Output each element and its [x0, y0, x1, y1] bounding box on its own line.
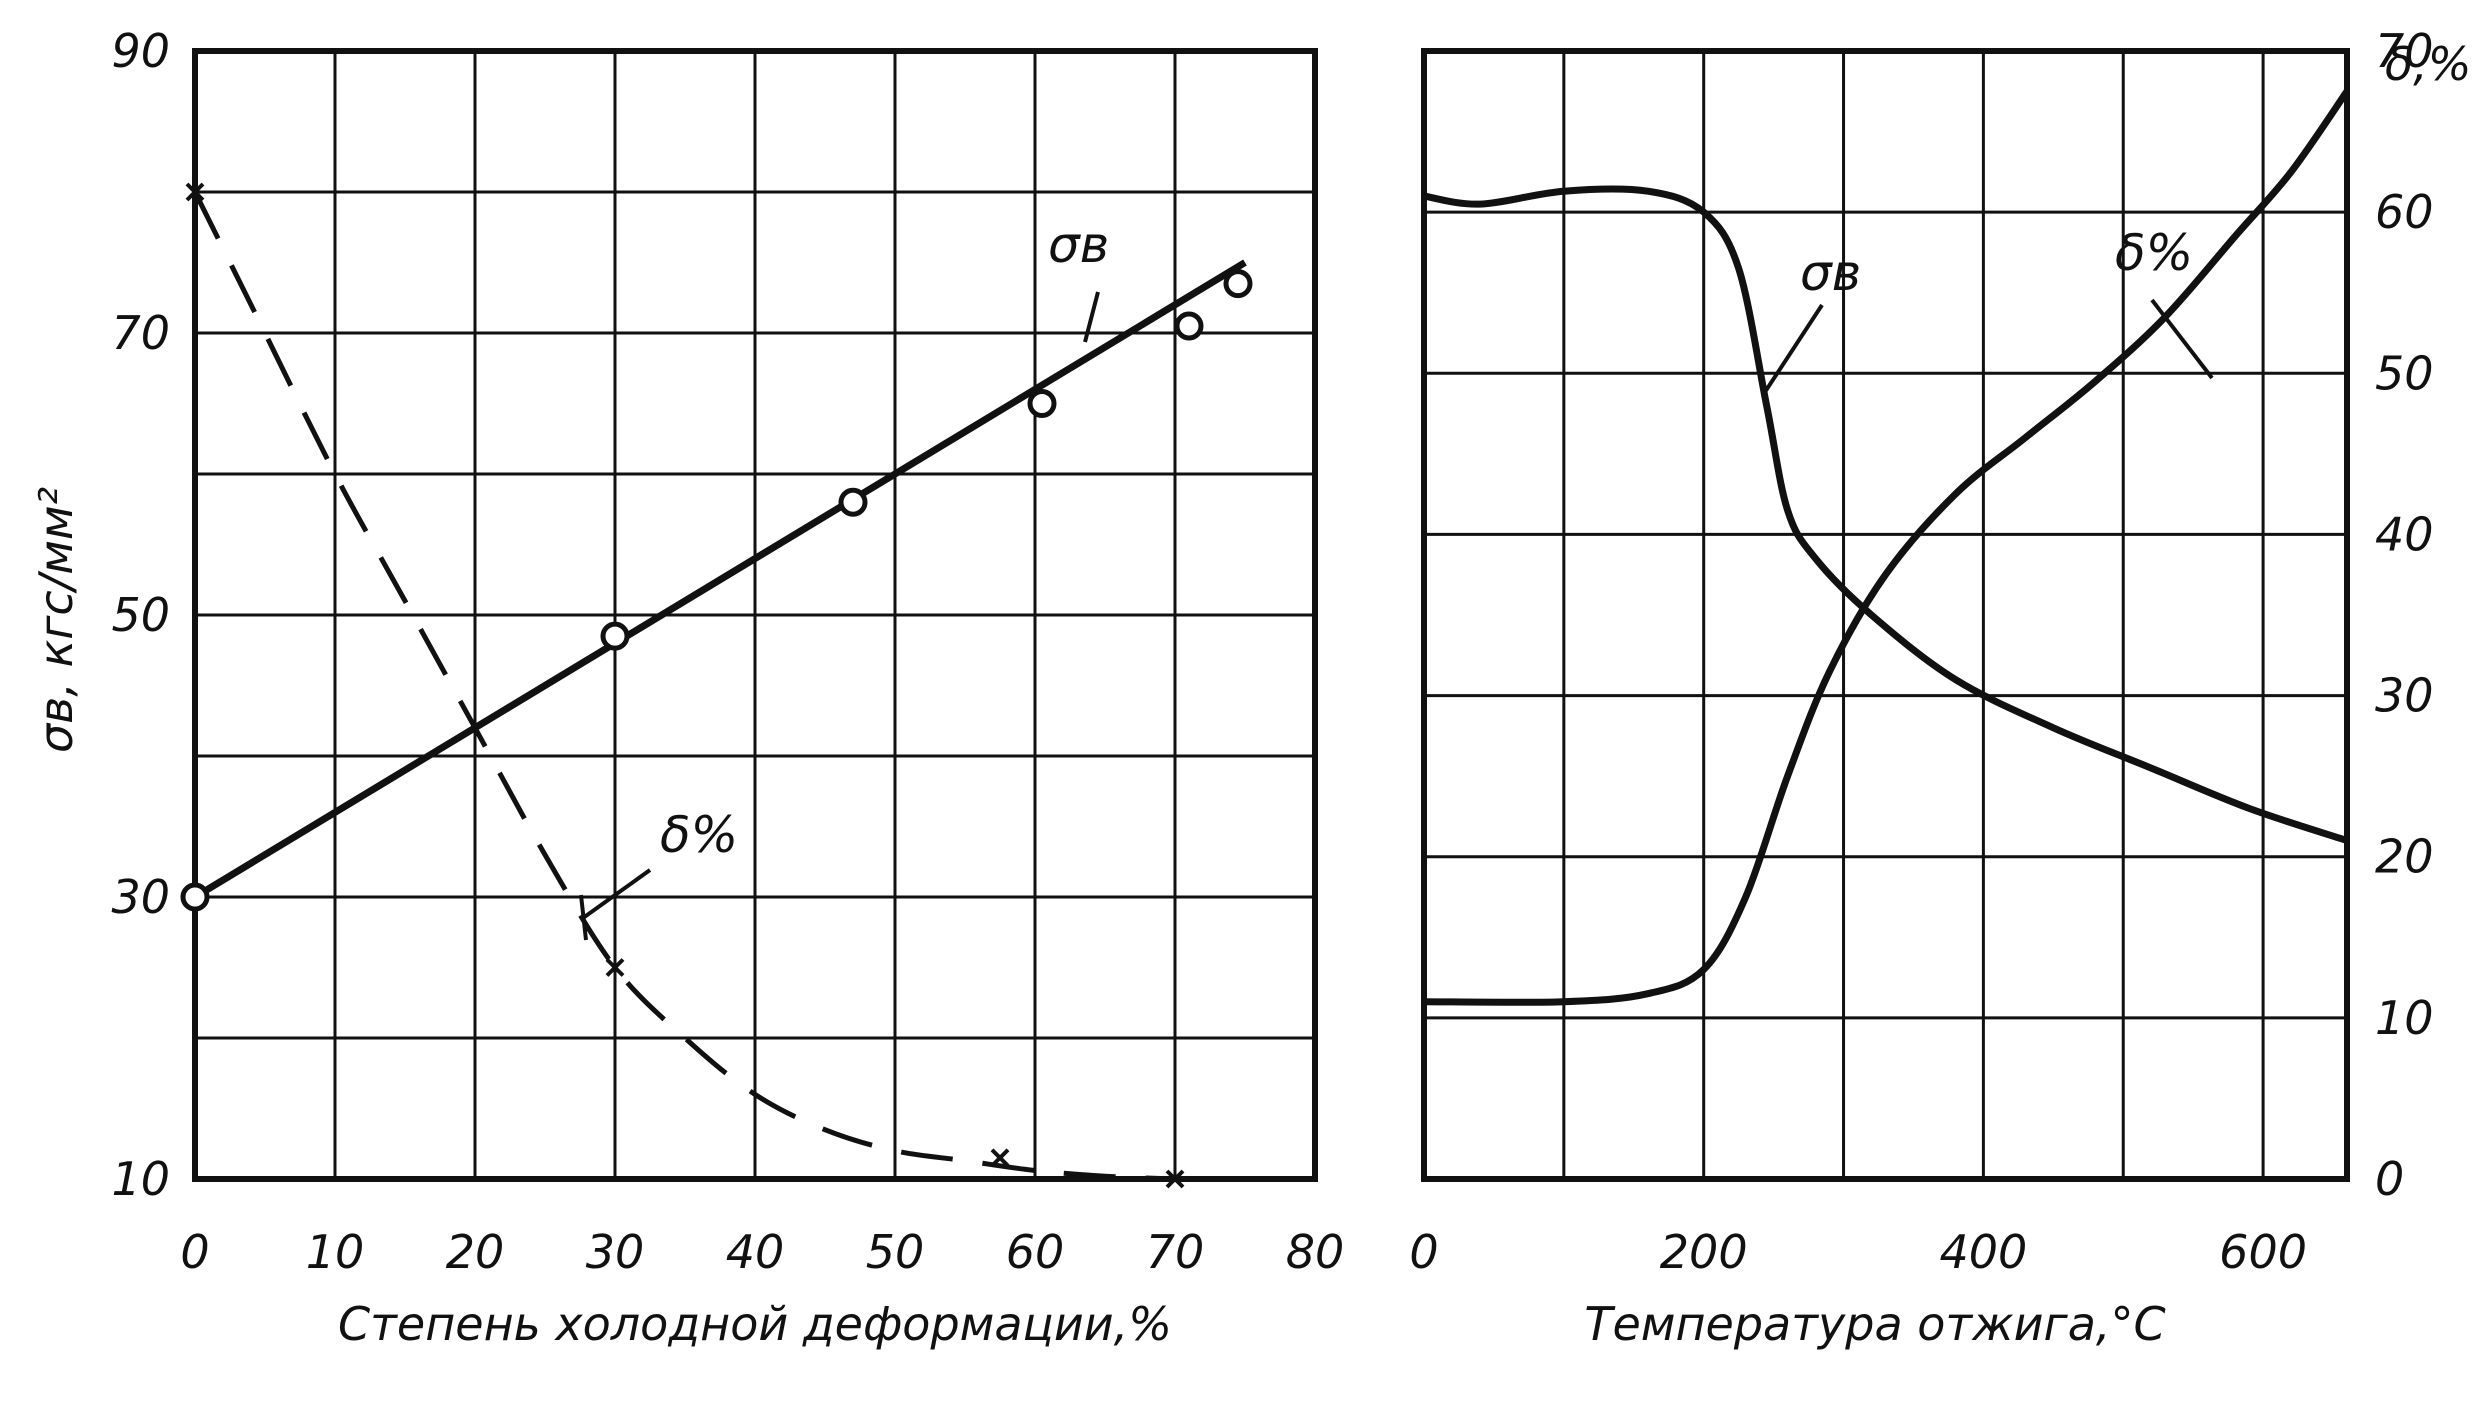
- left-grid: [195, 51, 1315, 1179]
- right-y-tick-30: 30: [2375, 669, 2434, 723]
- left-x-tick-80: 80: [1286, 1225, 1345, 1279]
- left-delta-point-3: [1165, 1169, 1185, 1189]
- left-sigma-point-3: [1027, 389, 1057, 418]
- left-y-axis-label: σв, кгс/мм²: [29, 487, 83, 753]
- left-x-tick-40: 40: [726, 1225, 785, 1279]
- left-x-tick-10: 10: [306, 1225, 365, 1279]
- left-series: [180, 182, 1253, 1189]
- left-delta-line: [192, 190, 1176, 1182]
- left-y-tick-50: 50: [111, 588, 170, 642]
- left-sigma-point-0: [180, 882, 210, 912]
- left-plot-frame: [192, 48, 1318, 1182]
- left-y-tick-10: 10: [111, 1152, 170, 1206]
- right-sigma-leader: [1761, 303, 1824, 397]
- right-y-tick-0: 0: [2375, 1152, 2404, 1206]
- right-series: [1423, 89, 2350, 1006]
- right-y-tick-labels: 70 60 50 40 30 20 10 0: [2375, 24, 2434, 1206]
- right-x-axis-label: Температура отжига,°С: [1584, 1297, 2165, 1351]
- right-x-tick-labels: 0 200 400 600: [1409, 1225, 2307, 1279]
- left-x-tick-60: 60: [1006, 1225, 1065, 1279]
- left-x-tick-70: 70: [1146, 1225, 1205, 1279]
- left-delta-leader-tick: [579, 894, 588, 941]
- right-delta-label: δ%: [2115, 224, 2193, 282]
- left-y-tick-90: 90: [111, 24, 170, 78]
- left-sigma-point-2: [838, 487, 868, 517]
- left-y-tick-labels: 90 70 50 30 10: [111, 24, 170, 1206]
- right-x-tick-200: 200: [1660, 1225, 1748, 1279]
- right-y-tick-40: 40: [2375, 507, 2434, 561]
- right-y-tick-60: 60: [2375, 185, 2434, 239]
- right-y-tick-20: 20: [2375, 830, 2434, 884]
- left-y-tick-30: 30: [111, 870, 170, 924]
- right-x-tick-600: 600: [2219, 1225, 2307, 1279]
- left-x-tick-labels: 0 10 20 30 40 50 60 70 80: [180, 1225, 1344, 1279]
- right-grid: [1424, 49, 2347, 1179]
- right-delta-line: [1423, 89, 2350, 1006]
- right-sigma-line: [1423, 185, 2349, 844]
- right-y-axis-label: δ,%: [2385, 37, 2471, 91]
- left-x-tick-20: 20: [446, 1225, 505, 1279]
- left-sigma-point-5: [1223, 269, 1253, 299]
- left-delta-leader: [581, 868, 652, 920]
- left-x-tick-30: 30: [586, 1225, 645, 1279]
- left-x-tick-50: 50: [866, 1225, 925, 1279]
- left-sigma-line: [193, 259, 1247, 900]
- right-x-tick-400: 400: [1939, 1225, 2027, 1279]
- right-delta-leader: [2150, 298, 2214, 380]
- annealing-temperature-chart: 0 200 400 600 70 60 50 40 30 20 10 0 Температура о…: [1409, 24, 2471, 1351]
- left-sigma-label: σв: [1048, 216, 1109, 274]
- left-delta-point-1: [605, 958, 625, 977]
- right-plot-frame: [1421, 48, 2350, 1182]
- left-delta-point-0: [185, 182, 205, 202]
- left-sigma-point-1: [600, 621, 630, 651]
- right-y-tick-50: 50: [2375, 346, 2434, 400]
- right-y-tick-10: 10: [2375, 991, 2434, 1045]
- right-x-tick-0: 0: [1409, 1225, 1438, 1279]
- left-x-tick-0: 0: [180, 1225, 209, 1279]
- left-sigma-point-4: [1174, 311, 1204, 341]
- left-y-tick-70: 70: [111, 306, 170, 360]
- right-y-tick-70: 70: [2375, 24, 2434, 78]
- left-x-axis-label: Степень холодной деформации,%: [338, 1297, 1172, 1351]
- right-sigma-label: σв: [1800, 244, 1861, 302]
- left-sigma-leader: [1083, 291, 1100, 343]
- left-delta-point-2: [990, 1148, 1010, 1168]
- left-delta-label: δ%: [660, 806, 738, 864]
